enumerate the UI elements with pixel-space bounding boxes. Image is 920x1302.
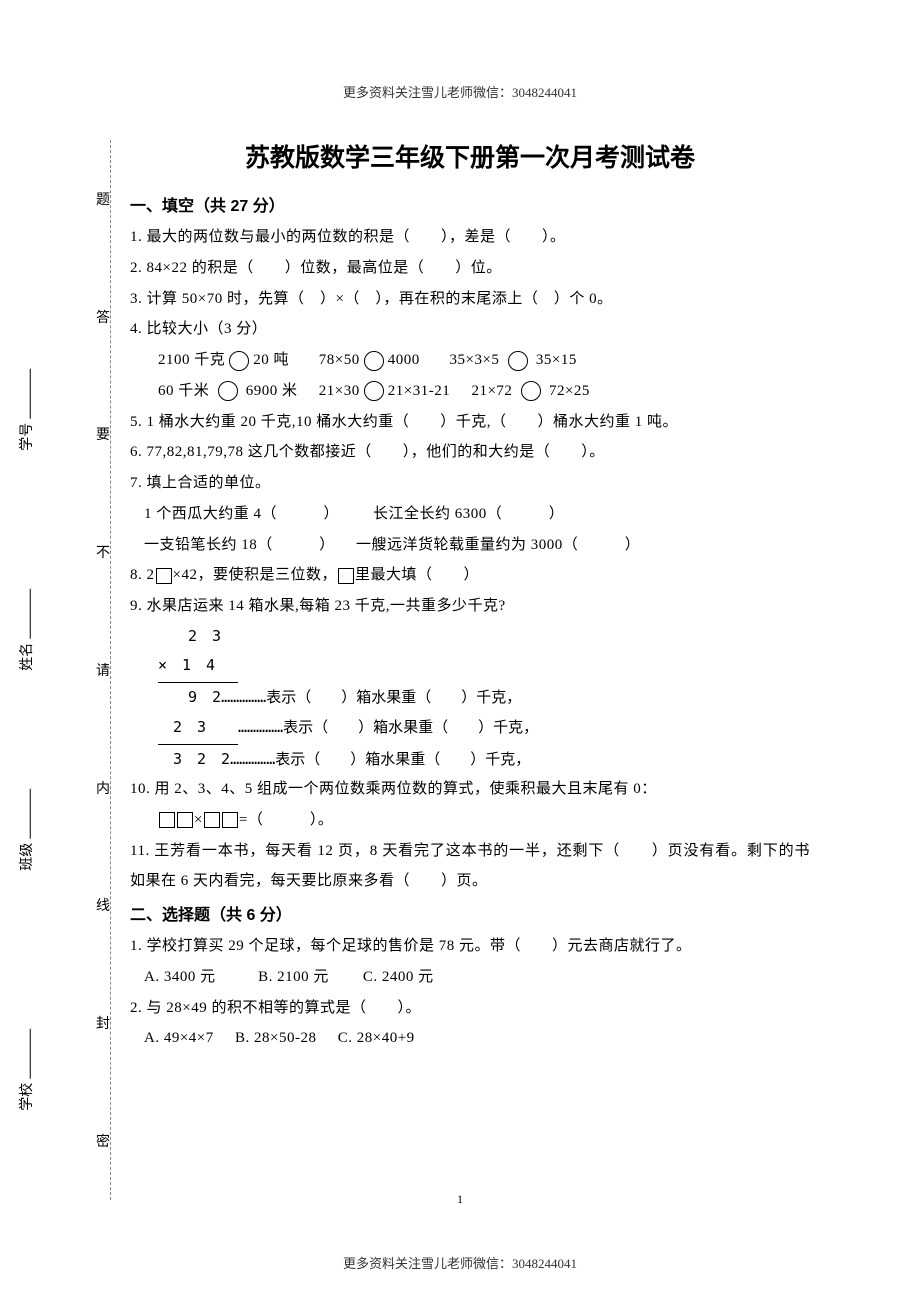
q7b: 长江全长约 6300（ ） xyxy=(373,506,564,522)
compare-circle xyxy=(364,351,384,371)
mult-r3-num: 9 2 xyxy=(158,688,221,706)
mult-r5-desc: ……………表示（ ）箱水果重（ ）千克， xyxy=(230,750,530,768)
label-id: 学号 xyxy=(20,423,35,451)
char-nei: 内 xyxy=(96,778,110,798)
q4r1a: 2100 千克 xyxy=(158,352,225,368)
char-bu: 不 xyxy=(96,542,110,562)
q8-post: ×42，要使积是三位数， xyxy=(173,567,337,583)
q4-row2: 60 千米 6900 米 21×30 21×31-21 21×72 72×25 xyxy=(130,376,810,407)
q7a: 1 个西瓜大约重 4（ ） xyxy=(144,506,339,522)
s2q1-options: A. 3400 元 B. 2100 元 C. 2400 元 xyxy=(130,962,810,993)
q4r2d: 21×31-21 xyxy=(388,383,450,399)
s2q2: 2. 与 28×49 的积不相等的算式是（ ）。 xyxy=(130,993,810,1024)
fill-box xyxy=(204,812,220,828)
section1-title: 一、填空（共 27 分） xyxy=(130,192,810,216)
q10: 10. 用 2、3、4、5 组成一个两位数乘两位数的算式，使乘积最大且末尾有 0… xyxy=(130,774,810,805)
q6: 6. 77,82,81,79,78 这几个数都接近（ ），他们的和大约是（ ）。 xyxy=(130,437,810,468)
mult-r3: 9 2……………表示（ ）箱水果重（ ）千克， xyxy=(158,683,810,712)
char-xian: 线 xyxy=(96,895,110,915)
q1: 1. 最大的两位数与最小的两位数的积是（ ），差是（ ）。 xyxy=(130,222,810,253)
q4: 4. 比较大小（3 分） xyxy=(130,314,810,345)
s2q1: 1. 学校打算买 29 个足球，每个足球的售价是 78 元。带（ ）元去商店就行… xyxy=(130,931,810,962)
mult-r5: 3 2 2……………表示（ ）箱水果重（ ）千克， xyxy=(158,745,810,774)
side-label-class: 班级 xyxy=(16,789,36,871)
inner-margin-labels: 密 封 线 内 请 不 要 答 题 xyxy=(95,140,111,1200)
q4r2a: 60 千米 xyxy=(158,383,209,399)
q3: 3. 计算 50×70 时，先算（ ）×（ ），再在积的末尾添上（ ）个 0。 xyxy=(130,284,810,315)
side-label-id: 学号 xyxy=(16,369,36,451)
s2q1c: C. 2400 元 xyxy=(363,969,434,985)
q4r2b: 6900 米 xyxy=(246,383,298,399)
content-area: 苏教版数学三年级下册第一次月考测试卷 一、填空（共 27 分） 1. 最大的两位… xyxy=(130,138,810,1054)
label-school: 学校 xyxy=(20,1083,35,1111)
q2: 2. 84×22 的积是（ ）位数，最高位是（ ）位。 xyxy=(130,253,810,284)
footer-text: 更多资料关注雪儿老师微信：3048244041 xyxy=(0,1253,920,1272)
q4r2f: 72×25 xyxy=(549,383,590,399)
mult-r4-desc: ……………表示（ ）箱水果重（ ）千克， xyxy=(238,718,538,736)
multiplication-work: 2 3 × 1 4 9 2……………表示（ ）箱水果重（ ）千克， 2 3 ……… xyxy=(158,622,810,774)
section2-title: 二、选择题（共 6 分） xyxy=(130,901,810,925)
q8-pre: 8. 2 xyxy=(130,567,155,583)
q4r1b: 20 吨 xyxy=(253,352,289,368)
label-class: 班级 xyxy=(20,843,35,871)
q8: 8. 2 ×42，要使积是三位数， 里最大填（ ） xyxy=(130,560,810,591)
mult-r5-num: 3 2 2 xyxy=(158,750,230,768)
compare-circle xyxy=(508,351,528,371)
char-ti: 题 xyxy=(96,189,110,209)
q10-eq-text: =（ ）。 xyxy=(239,812,333,828)
header-text: 更多资料关注雪儿老师微信：3048244041 xyxy=(0,82,920,101)
page-title: 苏教版数学三年级下册第一次月考测试卷 xyxy=(130,138,810,174)
char-mi: 密 xyxy=(96,1131,110,1151)
fill-box xyxy=(338,568,354,584)
left-margin: 学校 班级 姓名 学号 密 封 线 内 请 不 要 答 题 xyxy=(55,140,115,1200)
s2q2-options: A. 49×4×7 B. 28×50-28 C. 28×40+9 xyxy=(130,1023,810,1054)
mult-r4: 2 3 ……………表示（ ）箱水果重（ ）千克， xyxy=(158,713,810,745)
q4r1c: 78×50 xyxy=(319,352,360,368)
s2q2a: A. 49×4×7 xyxy=(144,1030,214,1046)
q4r1f: 35×15 xyxy=(536,352,577,368)
q7d: 一艘远洋货轮载重量约为 3000（ ） xyxy=(356,537,640,553)
q4r2c: 21×30 xyxy=(319,383,360,399)
mult-r3-desc: ……………表示（ ）箱水果重（ ）千克， xyxy=(221,688,521,706)
fill-box xyxy=(159,812,175,828)
s2q2b: B. 28×50-28 xyxy=(235,1030,316,1046)
q11: 11. 王芳看一本书，每天看 12 页，8 天看完了这本书的一半，还剩下（ ）页… xyxy=(130,836,810,898)
compare-circle xyxy=(218,381,238,401)
compare-circle xyxy=(364,381,384,401)
q5: 5. 1 桶水大约重 20 千克,10 桶水大约重（ ）千克,（ ）桶水大约重 … xyxy=(130,407,810,438)
compare-circle xyxy=(521,381,541,401)
mult-r1: 2 3 xyxy=(158,622,810,651)
q9: 9. 水果店运来 14 箱水果,每箱 23 千克,一共重多少千克? xyxy=(130,591,810,622)
q8-mid: 里最大填（ ） xyxy=(355,567,479,583)
s2q2c: C. 28×40+9 xyxy=(338,1030,415,1046)
q4-row1: 2100 千克 20 吨 78×50 4000 35×3×5 35×15 xyxy=(130,345,810,376)
fill-box xyxy=(177,812,193,828)
side-label-school: 学校 xyxy=(16,1029,36,1111)
char-yao: 要 xyxy=(96,424,110,444)
q10-eq: ×=（ ）。 xyxy=(130,805,810,836)
mult-r2: × 1 4 xyxy=(158,651,810,683)
s2q1a: A. 3400 元 xyxy=(144,969,216,985)
compare-circle xyxy=(229,351,249,371)
q4r1d: 4000 xyxy=(388,352,420,368)
char-da: 答 xyxy=(96,307,110,327)
q4r1e: 35×3×5 xyxy=(450,352,500,368)
q7c: 一支铅笔长约 18（ ） xyxy=(144,537,335,553)
label-name: 姓名 xyxy=(20,643,35,671)
page-number: 1 xyxy=(0,1192,920,1207)
s2q1b: B. 2100 元 xyxy=(258,969,329,985)
fill-box xyxy=(156,568,172,584)
fill-box xyxy=(222,812,238,828)
side-label-name: 姓名 xyxy=(16,589,36,671)
q4r2e: 21×72 xyxy=(471,383,512,399)
mult-r2-text: × 1 4 xyxy=(158,656,215,674)
char-feng: 封 xyxy=(96,1013,110,1033)
q7-row1: 1 个西瓜大约重 4（ ） 长江全长约 6300（ ） xyxy=(130,499,810,530)
q7-row2: 一支铅笔长约 18（ ） 一艘远洋货轮载重量约为 3000（ ） xyxy=(130,530,810,561)
mult-r4-num: 2 3 xyxy=(158,718,221,736)
q7: 7. 填上合适的单位。 xyxy=(130,468,810,499)
char-qing: 请 xyxy=(96,660,110,680)
